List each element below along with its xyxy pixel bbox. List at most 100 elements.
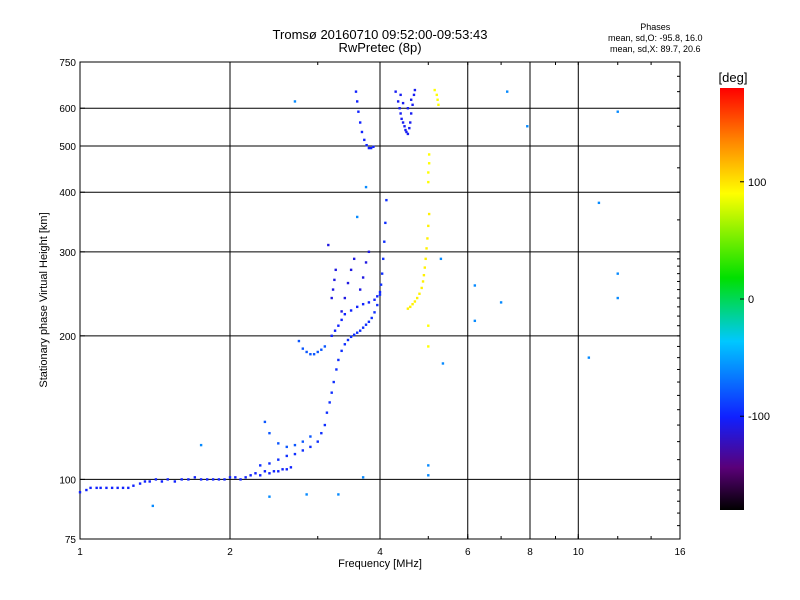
data-point (441, 362, 445, 365)
data-point (349, 268, 353, 272)
data-point (427, 212, 431, 216)
data-point (301, 449, 305, 452)
data-point (277, 470, 280, 473)
data-point (380, 272, 384, 275)
data-point (367, 301, 371, 304)
data-point (424, 257, 427, 261)
data-point (277, 442, 280, 445)
data-point (361, 302, 365, 306)
x-axis-label: Frequency [MHz] (338, 558, 422, 570)
data-point (334, 268, 337, 272)
colorbar-label: [deg] (719, 70, 748, 85)
data-point (121, 486, 125, 490)
data-point (228, 476, 232, 479)
data-point (340, 310, 343, 313)
data-point (409, 98, 413, 101)
data-point (244, 476, 247, 479)
data-point (409, 121, 412, 124)
data-point (425, 247, 428, 250)
data-point (211, 478, 215, 481)
y-tick-label: 500 (59, 142, 76, 153)
data-point (422, 273, 426, 277)
data-point (361, 276, 365, 279)
data-point (346, 281, 350, 285)
data-point (335, 368, 338, 371)
data-point (355, 100, 359, 103)
data-point (337, 324, 340, 327)
data-point (268, 462, 271, 465)
x-tick-label: 1 (77, 547, 83, 558)
data-point (406, 107, 410, 110)
data-point (420, 286, 423, 290)
data-point (473, 284, 477, 287)
data-point (355, 331, 359, 334)
data-point (505, 90, 509, 93)
data-point (323, 423, 327, 427)
data-point (132, 484, 135, 487)
data-point (418, 292, 421, 295)
data-point (352, 257, 356, 261)
colorbar-tick-label: 100 (748, 177, 766, 189)
data-point (272, 470, 276, 473)
data-point (437, 103, 440, 107)
data-point (263, 470, 267, 473)
data-point (427, 180, 430, 184)
data-point (305, 350, 308, 354)
data-point (413, 300, 417, 303)
data-point (358, 329, 362, 332)
data-point (354, 90, 358, 93)
data-point (473, 319, 477, 323)
data-point (154, 478, 158, 481)
data-point (331, 288, 335, 291)
data-point (358, 288, 362, 291)
data-point (268, 431, 271, 435)
data-point (333, 278, 336, 282)
data-point (355, 305, 359, 309)
data-point (95, 486, 98, 490)
data-point (309, 353, 312, 356)
data-point (320, 348, 323, 351)
data-point (320, 431, 323, 435)
data-point (330, 391, 333, 394)
data-point (223, 478, 226, 481)
data-point (330, 296, 333, 300)
data-point (427, 345, 430, 348)
data-point (378, 293, 382, 296)
data-point (268, 495, 271, 498)
x-tick-label: 10 (573, 547, 585, 558)
data-point (327, 243, 330, 247)
data-point (99, 486, 102, 490)
data-point (361, 326, 365, 329)
colorbar-tick-label: -100 (748, 411, 770, 423)
data-point (411, 103, 414, 107)
data-point (363, 138, 366, 142)
data-point (396, 100, 400, 103)
data-point (293, 443, 297, 447)
phases-legend: Phases mean, sd,O: -95.8, 16.0 mean, sd,… (608, 22, 703, 55)
data-point (330, 334, 333, 338)
colorbar-ticks: 100 0 -100 (740, 177, 770, 423)
data-point (427, 153, 431, 156)
data-point (404, 128, 407, 132)
data-point (412, 93, 416, 97)
data-point (333, 329, 337, 332)
data-point (426, 237, 429, 240)
phases-title: Phases (640, 22, 671, 32)
data-point (116, 486, 119, 490)
data-point (401, 121, 405, 124)
data-point (305, 493, 308, 496)
data-point (408, 126, 411, 130)
data-point (309, 435, 312, 438)
data-point (293, 452, 297, 456)
data-point (285, 468, 288, 471)
data-point (293, 100, 297, 103)
data-point (400, 117, 403, 121)
data-point (376, 303, 379, 307)
data-point (328, 401, 331, 404)
data-point (199, 478, 203, 481)
data-point (127, 486, 130, 490)
data-point (110, 486, 114, 490)
data-point (340, 349, 343, 353)
data-point (398, 107, 401, 110)
data-point (343, 296, 347, 300)
